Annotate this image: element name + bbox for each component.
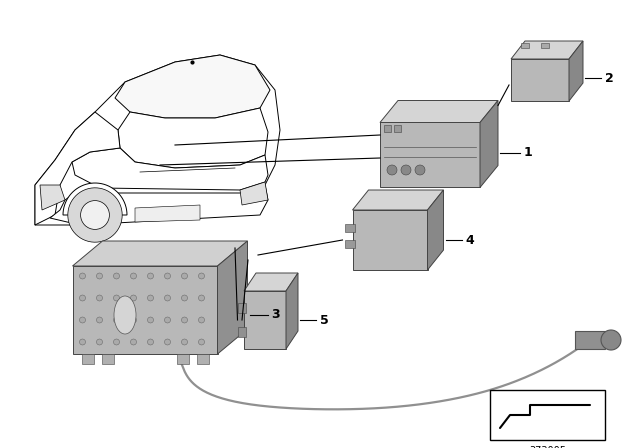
Circle shape	[97, 295, 102, 301]
Bar	[575, 331, 605, 349]
Polygon shape	[511, 59, 569, 101]
Circle shape	[415, 165, 425, 175]
Circle shape	[131, 273, 136, 279]
Circle shape	[601, 330, 621, 350]
Circle shape	[79, 339, 86, 345]
Circle shape	[147, 273, 154, 279]
Bar	[177, 354, 189, 364]
Polygon shape	[244, 291, 286, 349]
Circle shape	[387, 165, 397, 175]
Circle shape	[198, 339, 205, 345]
Ellipse shape	[114, 296, 136, 334]
Polygon shape	[511, 41, 583, 59]
Circle shape	[401, 165, 411, 175]
Polygon shape	[353, 190, 444, 210]
Circle shape	[113, 339, 120, 345]
Circle shape	[198, 295, 205, 301]
Circle shape	[164, 339, 170, 345]
Circle shape	[97, 339, 102, 345]
Bar	[344, 240, 355, 248]
Text: 5: 5	[320, 314, 329, 327]
Circle shape	[81, 201, 109, 229]
Circle shape	[79, 273, 86, 279]
Polygon shape	[380, 122, 480, 188]
Polygon shape	[353, 210, 428, 270]
Polygon shape	[40, 185, 65, 210]
Circle shape	[198, 317, 205, 323]
Circle shape	[147, 317, 154, 323]
Bar	[196, 354, 209, 364]
Circle shape	[131, 339, 136, 345]
Bar	[490, 390, 605, 440]
Polygon shape	[72, 148, 268, 190]
Circle shape	[79, 295, 86, 301]
Polygon shape	[72, 266, 218, 354]
Polygon shape	[380, 100, 498, 122]
Polygon shape	[72, 241, 248, 266]
Bar	[81, 354, 93, 364]
Circle shape	[198, 273, 205, 279]
Polygon shape	[35, 55, 280, 225]
Polygon shape	[118, 108, 268, 168]
Text: 373005: 373005	[529, 446, 566, 448]
Polygon shape	[428, 190, 444, 270]
Polygon shape	[50, 185, 268, 225]
Polygon shape	[240, 182, 268, 205]
Circle shape	[182, 295, 188, 301]
Bar	[384, 125, 391, 133]
Text: 2: 2	[605, 72, 614, 85]
Polygon shape	[569, 41, 583, 101]
Text: 4: 4	[465, 233, 474, 246]
Circle shape	[97, 273, 102, 279]
Circle shape	[131, 295, 136, 301]
Circle shape	[97, 317, 102, 323]
Circle shape	[113, 295, 120, 301]
Text: 3: 3	[271, 309, 280, 322]
Polygon shape	[68, 188, 122, 242]
Polygon shape	[35, 112, 120, 225]
Circle shape	[164, 273, 170, 279]
Polygon shape	[218, 241, 248, 354]
Polygon shape	[135, 205, 200, 222]
Polygon shape	[115, 55, 270, 118]
Circle shape	[164, 295, 170, 301]
Circle shape	[164, 317, 170, 323]
Circle shape	[147, 339, 154, 345]
Bar	[344, 224, 355, 232]
Bar	[541, 43, 549, 48]
Text: 1: 1	[524, 146, 532, 159]
Circle shape	[182, 339, 188, 345]
Bar	[238, 303, 246, 313]
Circle shape	[182, 317, 188, 323]
Circle shape	[113, 273, 120, 279]
Circle shape	[131, 317, 136, 323]
Polygon shape	[480, 100, 498, 188]
Bar	[238, 327, 246, 337]
Polygon shape	[244, 273, 298, 291]
Circle shape	[147, 295, 154, 301]
Polygon shape	[63, 183, 127, 215]
Bar	[394, 125, 401, 133]
Circle shape	[113, 317, 120, 323]
Circle shape	[79, 317, 86, 323]
Circle shape	[182, 273, 188, 279]
Bar	[521, 43, 529, 48]
Polygon shape	[286, 273, 298, 349]
Bar	[102, 354, 113, 364]
